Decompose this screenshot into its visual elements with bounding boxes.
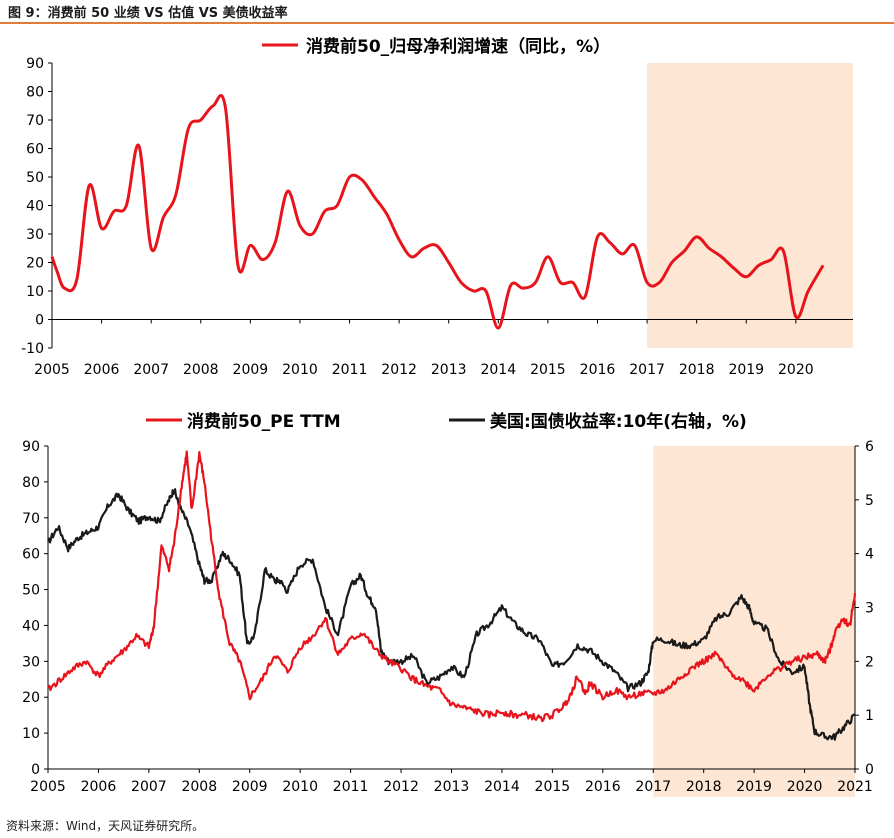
x-tick-label: 2018 <box>686 779 722 795</box>
y-tick-label-left: 60 <box>22 547 40 563</box>
y-tick-label: 40 <box>26 199 44 215</box>
x-tick-label: 2015 <box>535 779 571 795</box>
y-tick-label: 30 <box>26 227 44 243</box>
x-tick-label: 2010 <box>282 779 318 795</box>
x-tick-label: 2006 <box>81 779 117 795</box>
title-rule <box>0 22 894 24</box>
x-tick-label: 2006 <box>84 362 120 378</box>
y-tick-label-right: 5 <box>865 493 874 509</box>
series-line-profit-growth <box>50 94 825 330</box>
y-tick-label: 90 <box>26 56 44 72</box>
x-tick-label: 2015 <box>530 362 566 378</box>
y-tick-label-right: 0 <box>865 762 874 778</box>
series-line-us10y <box>47 488 856 741</box>
y-tick-label-right: 4 <box>865 547 874 563</box>
y-tick-label-left: 90 <box>22 439 40 455</box>
y-tick-label: 60 <box>26 142 44 158</box>
y-tick-label-left: 80 <box>22 475 40 491</box>
x-tick-label: 2014 <box>480 362 516 378</box>
x-tick-label: 2016 <box>580 362 616 378</box>
x-tick-label: 2013 <box>431 362 467 378</box>
x-tick-label: 2017 <box>629 362 665 378</box>
x-tick-label: 2017 <box>635 779 671 795</box>
y-tick-label: 0 <box>35 313 44 329</box>
legend-label-profit-growth: 消费前50_归母净利润增速（同比，%） <box>306 36 610 57</box>
figure-title: 图 9：消费前 50 业绩 VS 估值 VS 美债收益率 <box>8 6 288 21</box>
x-tick-label: 2012 <box>381 362 417 378</box>
figure-header: 图 9：消费前 50 业绩 VS 估值 VS 美债收益率 <box>0 0 894 24</box>
x-tick-label: 2021 <box>837 779 873 795</box>
x-tick-label: 2014 <box>484 779 520 795</box>
x-tick-label: 2012 <box>383 779 419 795</box>
x-tick-label: 2005 <box>30 779 66 795</box>
profit-growth-chart: -10 0 10 20 30 40 50 60 70 80 90 2005 2006 2007 2008 20… <box>21 36 853 378</box>
legend-label-pe: 消费前50_PE TTM <box>187 411 341 432</box>
shaded-region <box>647 63 853 348</box>
y-tick-label: 10 <box>26 284 44 300</box>
x-tick-label: 2008 <box>183 362 219 378</box>
y-tick-label-left: 50 <box>22 583 40 599</box>
x-tick-label: 2019 <box>736 779 772 795</box>
x-tick-label: 2009 <box>233 362 269 378</box>
x-tick-label: 2007 <box>133 362 169 378</box>
y-tick-label-right: 6 <box>865 439 874 455</box>
y-tick-label-right: 1 <box>865 708 874 724</box>
x-tick-label: 2013 <box>434 779 470 795</box>
y-tick-label-left: 0 <box>31 762 40 778</box>
x-tick-label: 2011 <box>333 779 369 795</box>
x-tick-label: 2020 <box>778 362 814 378</box>
y-tick-label-left: 30 <box>22 654 40 670</box>
y-tick-label-left: 10 <box>22 726 40 742</box>
y-tick-label: 50 <box>26 170 44 186</box>
y-tick-label-left: 20 <box>22 690 40 706</box>
x-tick-label: 2009 <box>232 779 268 795</box>
pe-vs-yield-chart: 0 10 20 30 40 50 60 70 80 90 0 1 2 3 4 5 6 2005 2006 2007 20… <box>22 411 874 797</box>
legend-label-yield: 美国:国债收益率:10年(右轴，%) <box>490 411 747 432</box>
x-tick-label: 2008 <box>181 779 217 795</box>
y-tick-label-left: 70 <box>22 511 40 527</box>
x-tick-label: 2018 <box>679 362 715 378</box>
y-tick-label-left: 40 <box>22 618 40 634</box>
source-note: 资料来源：Wind，天风证券研究所。 <box>6 819 205 833</box>
y-tick-label-right: 3 <box>865 601 874 617</box>
x-tick-label: 2010 <box>282 362 318 378</box>
y-tick-label: 70 <box>26 113 44 129</box>
y-tick-label: -10 <box>21 341 44 357</box>
y-tick-label: 80 <box>26 85 44 101</box>
x-tick-label: 2007 <box>131 779 167 795</box>
x-tick-label: 2011 <box>332 362 368 378</box>
y-tick-label-right: 2 <box>865 654 874 670</box>
x-tick-label: 2019 <box>728 362 764 378</box>
x-tick-label: 2016 <box>585 779 621 795</box>
x-tick-label: 2005 <box>34 362 70 378</box>
y-tick-label: 20 <box>26 256 44 272</box>
x-tick-label: 2020 <box>787 779 823 795</box>
series-line-pe <box>47 450 857 723</box>
